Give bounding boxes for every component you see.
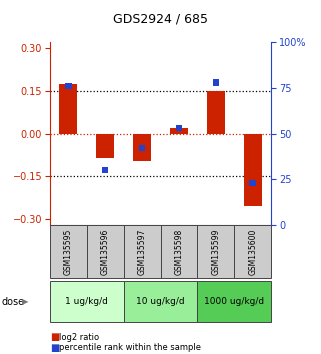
- Bar: [213, 79, 219, 86]
- Text: percentile rank within the sample: percentile rank within the sample: [59, 343, 201, 352]
- Text: GSM135600: GSM135600: [248, 228, 257, 275]
- Text: GSM135599: GSM135599: [211, 228, 221, 275]
- Bar: [139, 145, 145, 152]
- Bar: [87, 225, 124, 278]
- Bar: [197, 225, 234, 278]
- Bar: [50, 281, 124, 322]
- Bar: [133, 133, 151, 161]
- Bar: [234, 225, 271, 278]
- Text: 1000 ug/kg/d: 1000 ug/kg/d: [204, 297, 265, 306]
- Text: 10 ug/kg/d: 10 ug/kg/d: [136, 297, 185, 306]
- Bar: [124, 225, 160, 278]
- Bar: [207, 91, 225, 133]
- Bar: [50, 225, 87, 278]
- Bar: [59, 84, 77, 133]
- Bar: [244, 133, 262, 206]
- Bar: [96, 133, 114, 158]
- Text: GSM135597: GSM135597: [137, 228, 147, 275]
- Bar: [170, 128, 188, 133]
- Text: ■: ■: [50, 343, 59, 353]
- Bar: [124, 281, 197, 322]
- Text: log2 ratio: log2 ratio: [59, 332, 100, 342]
- Text: GSM135596: GSM135596: [100, 228, 110, 275]
- Text: GSM135598: GSM135598: [174, 229, 184, 275]
- Bar: [65, 83, 72, 89]
- Bar: [176, 125, 182, 131]
- Text: GSM135595: GSM135595: [64, 228, 73, 275]
- Bar: [160, 225, 197, 278]
- Text: ▶: ▶: [22, 297, 28, 306]
- Text: 1 ug/kg/d: 1 ug/kg/d: [65, 297, 108, 306]
- Text: dose: dose: [2, 297, 25, 307]
- Text: ■: ■: [50, 332, 59, 342]
- Bar: [197, 281, 271, 322]
- Text: GDS2924 / 685: GDS2924 / 685: [113, 12, 208, 25]
- Bar: [249, 180, 256, 186]
- Bar: [102, 167, 108, 173]
